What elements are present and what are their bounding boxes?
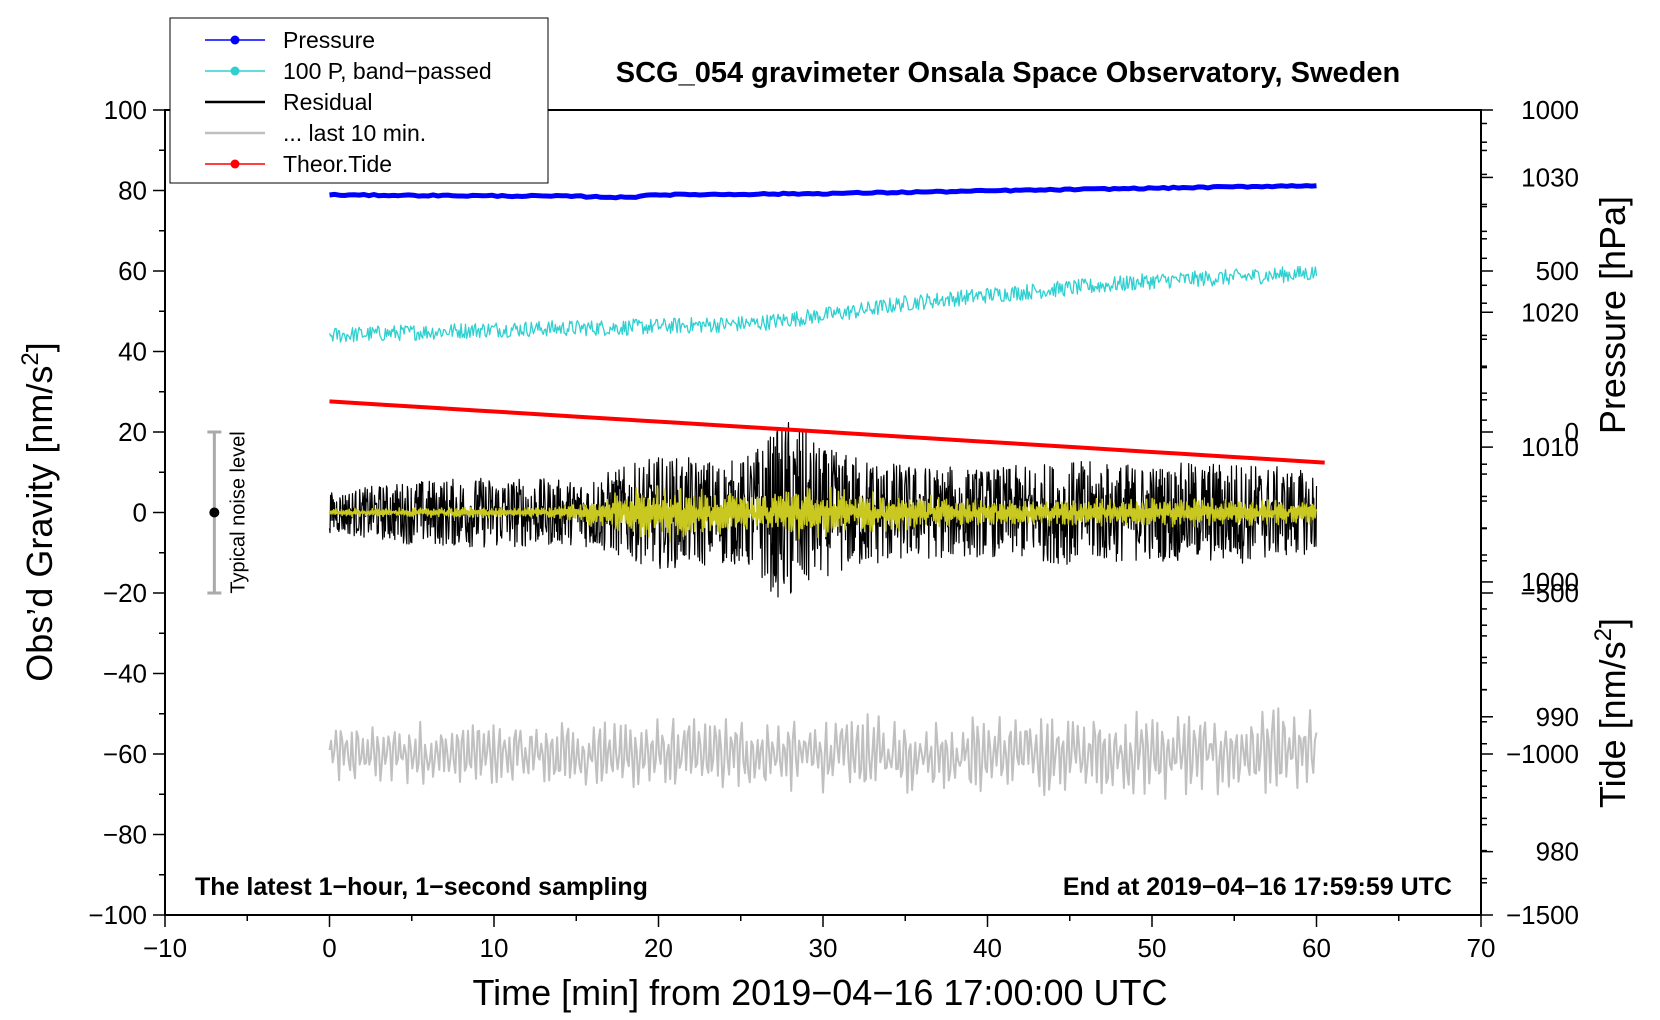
tide-tick-label: −1000 xyxy=(1506,739,1579,769)
legend-marker xyxy=(230,35,240,45)
pressure-tick-label: 1030 xyxy=(1521,162,1579,192)
legend-label: Residual xyxy=(283,89,373,115)
annotation-left: The latest 1−hour, 1−second sampling xyxy=(195,873,648,901)
legend-label: 100 P, band−passed xyxy=(283,58,492,84)
series-layer xyxy=(328,183,1325,800)
pressure-tick-label: 1000 xyxy=(1521,567,1579,597)
tide-title-close: ] xyxy=(1592,618,1633,628)
chart-title: SCG_054 gravimeter Onsala Space Observat… xyxy=(616,57,1400,89)
tide-tick-label: −1500 xyxy=(1506,900,1579,930)
pressure-tick-label: 1020 xyxy=(1521,297,1579,327)
x-axis-title: Time [min] from 2019−04−16 17:00:00 UTC xyxy=(472,972,1167,1013)
pressure-axis: 1030 1020 1010 1000 990 980 xyxy=(1481,122,1579,880)
y-left-tick-label: −20 xyxy=(103,578,147,608)
legend: Pressure 100 P, band−passed Residual ... la… xyxy=(169,17,549,184)
noise-bar-dot xyxy=(209,507,220,518)
y-left-tick-label: 0 xyxy=(133,498,147,528)
y-left-title-close: ] xyxy=(19,342,60,352)
legend-label: Pressure xyxy=(283,27,375,53)
y-left-tick-label: 100 xyxy=(104,95,147,125)
tide-tick-label: 500 xyxy=(1536,256,1579,286)
series-theor-tide xyxy=(329,399,1325,465)
y-left-tick-label: −100 xyxy=(88,900,147,930)
noise-bar: Typical noise level xyxy=(207,430,249,595)
y-left-tick-label: −60 xyxy=(103,739,147,769)
x-tick-label: 50 xyxy=(1138,933,1167,963)
tide-title-sup: 2 xyxy=(1590,628,1617,641)
legend-box xyxy=(169,17,549,184)
series-pressure xyxy=(329,183,1317,201)
x-tick-label: 20 xyxy=(644,933,673,963)
x-tick-label: 30 xyxy=(809,933,838,963)
y-left-tick-label: 80 xyxy=(118,176,147,206)
x-tick-label: 40 xyxy=(973,933,1002,963)
noise-bar-label: Typical noise level xyxy=(227,431,249,593)
legend-marker xyxy=(230,159,240,169)
legend-label: Theor.Tide xyxy=(283,151,392,177)
legend-label: ... last 10 min. xyxy=(283,120,426,146)
x-tick-label: 70 xyxy=(1467,933,1496,963)
x-tick-label: 0 xyxy=(322,933,336,963)
series-last-10-min xyxy=(328,707,1318,800)
tide-tick-label: −500 xyxy=(1520,578,1579,608)
series-band-passed-pressure xyxy=(328,265,1318,343)
tide-axis-title: Tide [nm/s2] xyxy=(1590,618,1633,808)
pressure-tick-label: 990 xyxy=(1536,702,1579,732)
x-tick-label: 60 xyxy=(1302,933,1331,963)
tide-axis: 1000 500 0 −500 −1000 −1500 xyxy=(1481,95,1579,930)
pressure-axis-title: Pressure [hPa] xyxy=(1592,196,1633,434)
legend-marker xyxy=(230,66,240,76)
y-left-title-main: Obs’d Gravity [nm/s xyxy=(19,366,60,682)
y-left-tick-label: 40 xyxy=(118,337,147,367)
series-filtered xyxy=(328,485,1318,543)
pressure-tick-label: 1010 xyxy=(1521,432,1579,462)
y-left-axis: 100 80 60 40 20 0 −20 −40 −60 −80 −100 xyxy=(88,95,165,930)
y-left-axis-title: Obs’d Gravity [nm/s2] xyxy=(17,342,60,681)
y-left-tick-label: −80 xyxy=(103,820,147,850)
tide-title-main: Tide [nm/s xyxy=(1592,641,1633,808)
y-left-tick-label: −40 xyxy=(103,659,147,689)
y-left-tick-label: 60 xyxy=(118,256,147,286)
x-tick-label: −10 xyxy=(143,933,187,963)
x-axis: −10 0 10 20 30 40 50 60 70 xyxy=(143,915,1496,963)
pressure-tick-label: 980 xyxy=(1536,837,1579,867)
annotation-right: End at 2019−04−16 17:59:59 UTC xyxy=(1063,873,1452,901)
tide-tick-label: 1000 xyxy=(1521,95,1579,125)
y-left-tick-label: 20 xyxy=(118,417,147,447)
tide-tick-label: 0 xyxy=(1565,417,1579,447)
y-left-title-sup: 2 xyxy=(17,352,44,365)
x-tick-label: 10 xyxy=(480,933,509,963)
